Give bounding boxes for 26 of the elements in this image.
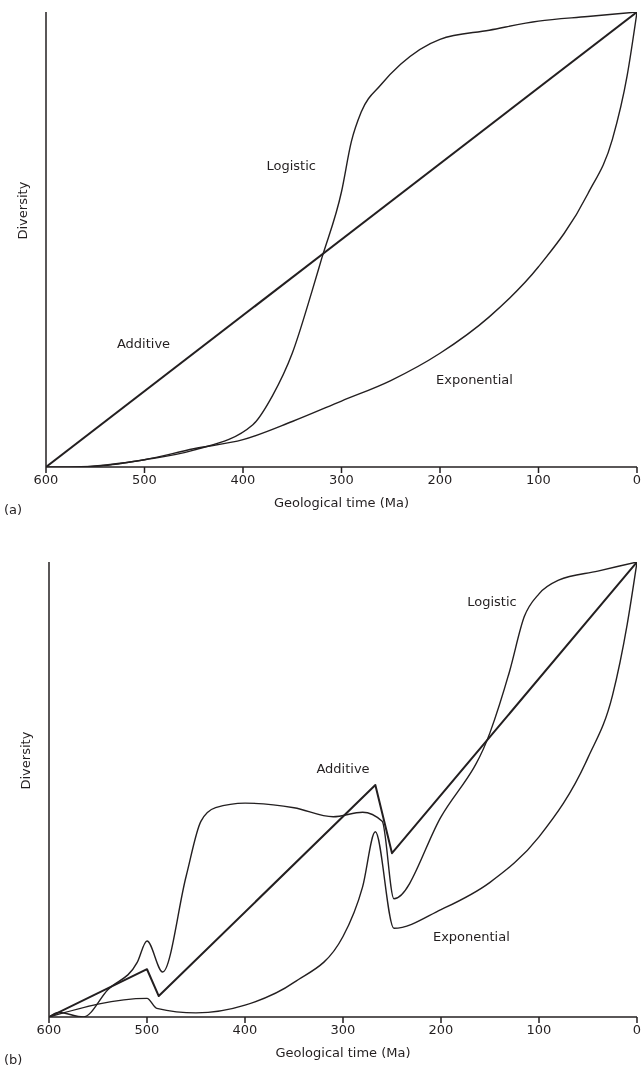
x-tick-label: 500 — [132, 472, 157, 488]
x-tick-label: 200 — [428, 1022, 454, 1038]
text: (a) — [4, 502, 23, 517]
series-label: Logistic — [467, 594, 517, 610]
x-tick-label: 100 — [526, 1022, 552, 1038]
x-axis-title: Geological time (Ma) — [275, 1045, 411, 1060]
x-tick-label: 600 — [36, 1022, 62, 1038]
series-label: Exponential — [436, 372, 513, 388]
x-tick-label: 400 — [230, 472, 256, 488]
x-tick-label: 100 — [526, 472, 551, 488]
text: Logistic — [266, 158, 316, 174]
x-tick-label: 300 — [330, 1022, 356, 1038]
y-axis-title: Diversity — [14, 181, 30, 240]
x-tick-label: 0 — [632, 1022, 642, 1038]
x-tick-label: 200 — [427, 472, 453, 488]
series-label: Additive — [116, 335, 171, 351]
x-tick-label: 400 — [232, 1022, 258, 1038]
x-axis-title: Geological time (Ma) — [273, 495, 410, 510]
y-axis-title: Diversity — [17, 731, 33, 790]
text: (b) — [4, 1052, 23, 1067]
series-label: Exponential — [432, 929, 510, 945]
x-tick-label: 0 — [632, 472, 642, 488]
series-label: Additive — [316, 760, 370, 776]
x-tick-label: 500 — [134, 1022, 160, 1038]
x-tick-label: 300 — [329, 472, 354, 488]
x-tick-label: 600 — [33, 472, 59, 488]
